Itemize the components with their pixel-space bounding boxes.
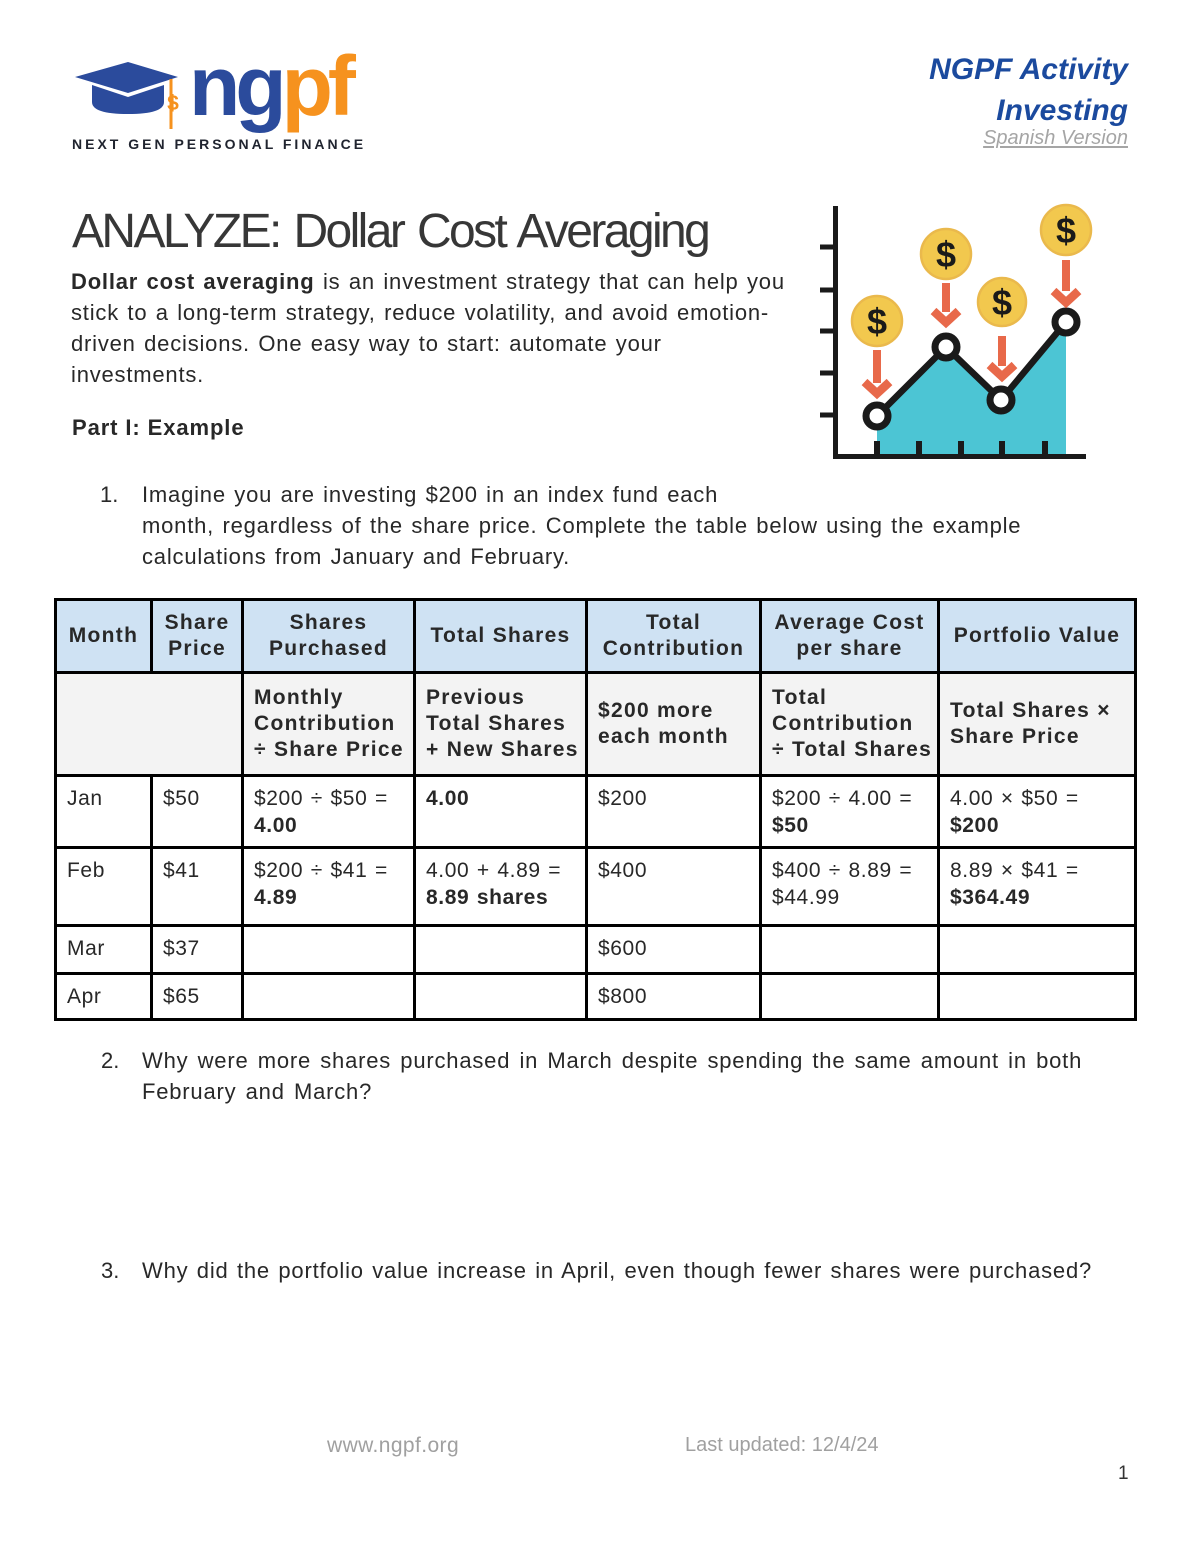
svg-text:$: $	[867, 301, 887, 342]
svg-text:$: $	[992, 282, 1012, 323]
svg-text:$: $	[167, 92, 179, 115]
svg-text:$: $	[1056, 210, 1076, 251]
svg-text:$: $	[936, 234, 956, 275]
